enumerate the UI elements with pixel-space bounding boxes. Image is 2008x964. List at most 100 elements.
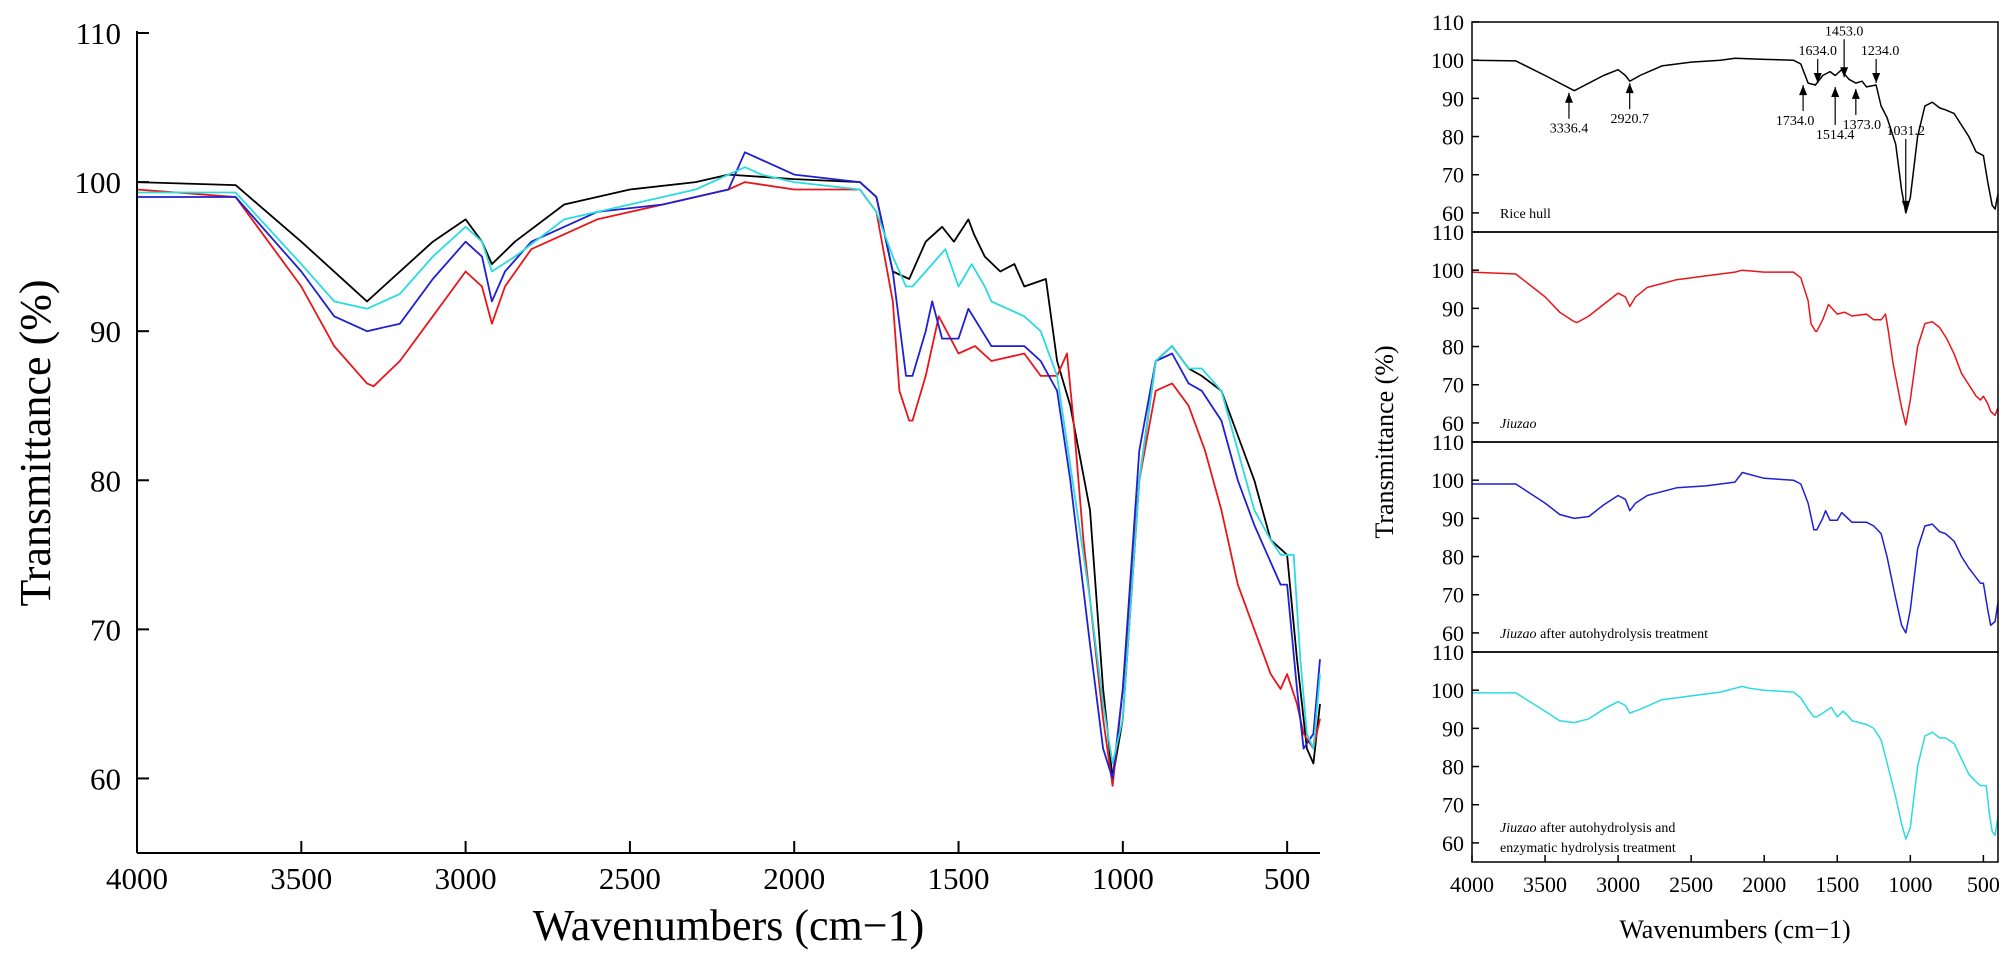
annotation-label: 1373.0	[1843, 118, 1882, 133]
main-x-tick-label: 3000	[435, 861, 497, 896]
main-y-axis-label: Transmittance (%)	[11, 279, 60, 606]
panel-y-tick-label: 80	[1442, 335, 1464, 360]
panel-y-tick-label: 110	[1432, 10, 1464, 35]
main-y-tick-label: 110	[76, 16, 121, 51]
annotation-label: 1453.0	[1825, 24, 1864, 39]
main-series-line-4	[137, 166, 1321, 765]
annotation-arrow-head	[1872, 73, 1881, 83]
annotation-arrow-head	[1564, 92, 1573, 103]
panel-y-tick-label: 100	[1431, 468, 1464, 493]
panel-x-tick-label: 4000	[1450, 872, 1494, 897]
annotation-label: 1234.0	[1861, 44, 1900, 59]
panel-series-line	[1471, 269, 1999, 426]
panel-2: 60 70 80 90 100 110 Jiuzao	[1431, 220, 1999, 443]
panel-y-tick-label: 110	[1432, 640, 1464, 665]
panel-series-line	[1472, 471, 1999, 634]
panel-y-axis-label: Transmittance (%)	[1370, 345, 1399, 538]
annotation-label: 3336.4	[1550, 122, 1589, 137]
peak-annotation: 1373.0	[1843, 88, 1882, 133]
panel-frame	[1471, 231, 1999, 443]
peak-annotation: 2920.7	[1610, 83, 1649, 127]
panel-y-tick-label: 80	[1442, 125, 1464, 150]
peak-annotation: 1734.0	[1776, 85, 1815, 129]
panel-y-tick-label: 60	[1442, 831, 1464, 856]
panel-y-tick-label: 110	[1432, 220, 1464, 245]
panel-y-tick-label: 100	[1431, 258, 1464, 283]
panel-x-tick-label: 3000	[1596, 872, 1640, 897]
main-x-tick-label: 1500	[928, 861, 990, 896]
panel-y-tick-label: 80	[1442, 755, 1464, 780]
panel-y-tick-label: 60	[1442, 201, 1464, 226]
panel-y-tick-label: 70	[1442, 373, 1464, 398]
panel-y-tick-label: 90	[1442, 86, 1464, 111]
panel-y-tick-label: 100	[1431, 678, 1464, 703]
panel-y-tick-label: 60	[1442, 411, 1464, 436]
panel-y-tick-label: 90	[1442, 716, 1464, 741]
panel-label: Rice hull	[1500, 207, 1551, 222]
main-y-tick-label: 90	[90, 314, 121, 349]
main-x-tick-label: 2000	[763, 861, 825, 896]
main-x-axis-label: Wavenumbers (cm−1)	[533, 901, 924, 950]
panel-frame	[1471, 651, 1999, 863]
panel-label: Jiuzao after autohydrolysis and	[1500, 821, 1675, 836]
panel-y-tick-label: 80	[1442, 545, 1464, 570]
main-y-tick-label: 60	[90, 761, 121, 796]
panel-3: 60 70 80 90 100 110 Jiuzao after autohydrolysi…	[1431, 430, 1999, 653]
panel-x-tick-label: 2000	[1742, 872, 1786, 897]
main-series-line-1	[136, 173, 1321, 780]
annotation-arrow-head	[1901, 200, 1910, 211]
peak-annotation: 1031.2	[1887, 124, 1926, 211]
panel-y-tick-label: 70	[1442, 163, 1464, 188]
panel-x-tick-label: 3500	[1523, 872, 1567, 897]
annotation-label: 2920.7	[1610, 112, 1649, 127]
panel-y-tick-label: 90	[1442, 296, 1464, 321]
panel-x-axis-label: Wavenumbers (cm−1)	[1619, 915, 1850, 944]
panel-series-line	[1471, 57, 1999, 214]
annotation-arrow-head	[1813, 73, 1822, 83]
panel-label: Jiuzao after autohydrolysis treatment	[1500, 627, 1708, 642]
panel-label-line2: enzymatic hydrolysis treatment	[1500, 841, 1676, 856]
panel-y-tick-label: 70	[1442, 583, 1464, 608]
panel-x-tick-label: 2500	[1669, 872, 1713, 897]
annotation-arrow-head	[1799, 85, 1808, 96]
annotation-arrow-head	[1840, 67, 1849, 78]
panel-frame	[1471, 441, 1999, 653]
annotation-arrow-head	[1831, 87, 1840, 97]
panel-y-tick-label: 90	[1442, 506, 1464, 531]
main-x-tick-label: 2500	[599, 861, 661, 896]
main-series-line-2	[136, 181, 1321, 787]
panel-label: Jiuzao	[1500, 417, 1537, 432]
main-x-tick-label: 1000	[1092, 861, 1154, 896]
annotation-arrow-head	[1625, 83, 1634, 94]
panel-1: 60 70 80 90 100 110 Rice hull 3336.4 2920.7 1734.…	[1431, 10, 1999, 233]
panel-y-tick-label: 110	[1432, 430, 1464, 455]
main-series-line-3	[137, 151, 1321, 780]
peak-annotation: 3336.4	[1550, 92, 1589, 137]
panel-y-tick-label: 100	[1431, 48, 1464, 73]
annotation-arrow-head	[1851, 88, 1860, 99]
annotation-label: 1031.2	[1887, 124, 1926, 139]
annotation-label: 1734.0	[1776, 114, 1815, 129]
panel-y-tick-label: 70	[1442, 793, 1464, 818]
panel-series-line	[1472, 685, 1999, 840]
main-y-tick-label: 70	[90, 612, 121, 647]
peak-annotation: 1234.0	[1861, 44, 1900, 83]
main-x-tick-label: 500	[1264, 861, 1311, 896]
main-y-tick-label: 80	[90, 463, 121, 498]
main-y-tick-label: 100	[75, 165, 122, 200]
stacked-ftir-panels: 60 70 80 90 100 110 Rice hull 3336.4 2920.7 1734.…	[1370, 10, 2000, 944]
peak-annotation: 1514.4	[1816, 87, 1855, 143]
panel-x-tick-label: 500	[1967, 872, 2000, 897]
annotation-label: 1514.4	[1816, 128, 1855, 143]
panel-x-tick-label: 1500	[1815, 872, 1859, 897]
main-x-tick-label: 3500	[270, 861, 332, 896]
main-ftir-chart: 60 70 80 90 100 110 4000 3500 3000 2500 2000 1500 10…	[11, 16, 1321, 950]
peak-annotation: 1634.0	[1798, 44, 1837, 83]
panel-y-tick-label: 60	[1442, 621, 1464, 646]
annotation-label: 1634.0	[1798, 44, 1837, 59]
panel-x-tick-label: 1000	[1888, 872, 1932, 897]
panel-4: 60 70 80 90 100 110 Jiuzao after autohydrolysi…	[1431, 640, 1999, 863]
peak-annotation: 1453.0	[1825, 24, 1864, 78]
main-x-tick-label: 4000	[106, 861, 168, 896]
